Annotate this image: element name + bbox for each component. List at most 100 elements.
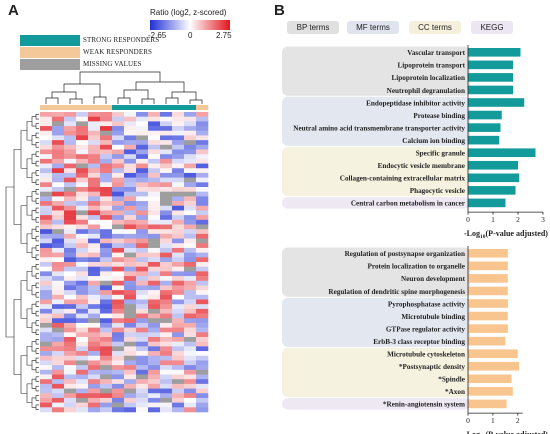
heatmap-cell: [40, 144, 53, 150]
heatmap-cell: [76, 135, 89, 141]
heatmap-cell: [196, 262, 209, 267]
heatmap-cell: [136, 304, 149, 310]
heatmap-cell: [160, 201, 173, 207]
heatmap-cell: [160, 116, 173, 122]
heatmap-cell: [76, 172, 89, 178]
heatmap-cell: [112, 407, 125, 413]
heatmap-cell: [160, 135, 173, 141]
heatmap-cell: [184, 243, 197, 249]
heatmap-cell: [64, 149, 77, 155]
heatmap-cell: [148, 144, 161, 150]
heatmap-cell: [112, 383, 125, 389]
heatmap-cell: [196, 112, 209, 117]
heatmap-cell: [88, 341, 101, 347]
heatmap-cell: [52, 360, 65, 366]
column-annotation-cell: [148, 105, 161, 110]
heatmap-cell: [100, 285, 113, 291]
heatmap-cell: [136, 201, 149, 207]
heatmap-cell: [136, 276, 149, 282]
heatmap-cell: [160, 407, 173, 413]
heatmap-cell: [88, 191, 101, 197]
heatmap-cell: [136, 154, 149, 160]
heatmap-cell: [112, 341, 125, 347]
heatmap-cell: [124, 168, 137, 174]
heatmap-cell: [112, 191, 125, 197]
heatmap-cell: [172, 341, 185, 347]
heatmap-cell: [112, 355, 125, 361]
heatmap-cell: [172, 257, 185, 263]
heatmap-cell: [100, 341, 113, 347]
dendrogram-link: [35, 357, 39, 364]
heatmap-cell: [160, 247, 173, 253]
heatmap-cell: [160, 177, 173, 183]
heatmap-cell: [76, 388, 89, 394]
dendrogram-link: [35, 151, 39, 157]
heatmap-cell: [172, 177, 185, 183]
heatmap-cell: [196, 130, 209, 136]
heatmap-cell: [100, 149, 113, 155]
category-band-cc: [282, 347, 470, 398]
heatmap-cell: [64, 313, 77, 319]
heatmap-cell: [124, 280, 137, 286]
bp-terms-tag: BP terms: [287, 21, 339, 34]
heatmap-cell: [64, 219, 77, 225]
heatmap-cell: [148, 112, 161, 117]
heatmap-cell: [76, 215, 89, 221]
heatmap-cell: [148, 229, 161, 235]
heatmap-cell: [124, 294, 137, 300]
heatmap-cell: [124, 341, 137, 347]
heatmap-cell: [124, 290, 137, 296]
heatmap-cell: [172, 130, 185, 136]
heatmap-cell: [88, 327, 101, 333]
heatmap-cell: [172, 168, 185, 174]
heatmap-cell: [64, 210, 77, 216]
heatmap-cell: [100, 355, 113, 361]
heatmap-cell: [148, 262, 161, 267]
dendrogram-link: [189, 99, 203, 104]
heatmap-cell: [160, 182, 173, 188]
heatmap-cell: [136, 318, 149, 324]
heatmap-cell: [148, 360, 161, 366]
heatmap-cell: [124, 247, 137, 253]
heatmap-cell: [124, 135, 137, 141]
heatmap-cell: [88, 149, 101, 155]
heatmap-cell: [184, 257, 197, 263]
heatmap-cell: [64, 276, 77, 282]
heatmap-cell: [124, 116, 137, 122]
heatmap-cell: [196, 369, 209, 375]
bar: [468, 349, 518, 358]
heatmap-cell: [64, 280, 77, 286]
heatmap-cell: [76, 252, 89, 258]
heatmap-cell: [64, 243, 77, 249]
colorbar-mid-label: 0: [188, 31, 193, 40]
heatmap-cell: [148, 290, 161, 296]
heatmap-cell: [88, 322, 101, 328]
heatmap-cell: [52, 191, 65, 197]
heatmap-cell: [160, 365, 173, 371]
dendrogram-link: [141, 98, 155, 104]
heatmap-cell: [196, 163, 209, 169]
heatmap-cell: [100, 158, 113, 164]
heatmap-cell: [52, 215, 65, 221]
heatmap-cell: [148, 196, 161, 202]
heatmap-cell: [148, 318, 161, 324]
heatmap-cell: [184, 112, 197, 117]
heatmap-cell: [40, 290, 53, 296]
bar-category-label: *Spindle: [438, 376, 465, 384]
heatmap-cell: [172, 393, 185, 399]
heatmap-cell: [124, 332, 137, 338]
heatmap-cell: [88, 374, 101, 380]
heatmap-cell: [124, 215, 137, 221]
dendrogram-link: [35, 245, 39, 251]
heatmap-cell: [88, 337, 101, 342]
heatmap-cell: [148, 388, 161, 394]
heatmap-cell: [124, 191, 137, 197]
heatmap-cell: [124, 210, 137, 216]
heatmap-cell: [184, 154, 197, 160]
heatmap-cell: [64, 168, 77, 174]
heatmap-cell: [172, 290, 185, 296]
heatmap-cell: [100, 210, 113, 216]
heatmap-cell: [160, 285, 173, 291]
heatmap-cell: [76, 158, 89, 164]
legend-item-missing: MISSING VALUES: [20, 58, 142, 70]
